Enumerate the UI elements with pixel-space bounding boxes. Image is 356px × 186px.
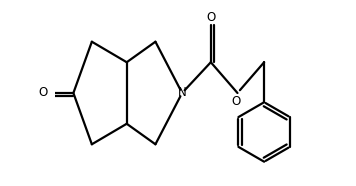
Text: O: O <box>232 95 241 108</box>
Text: N: N <box>178 86 187 100</box>
Text: O: O <box>206 11 215 24</box>
Text: O: O <box>38 86 48 100</box>
